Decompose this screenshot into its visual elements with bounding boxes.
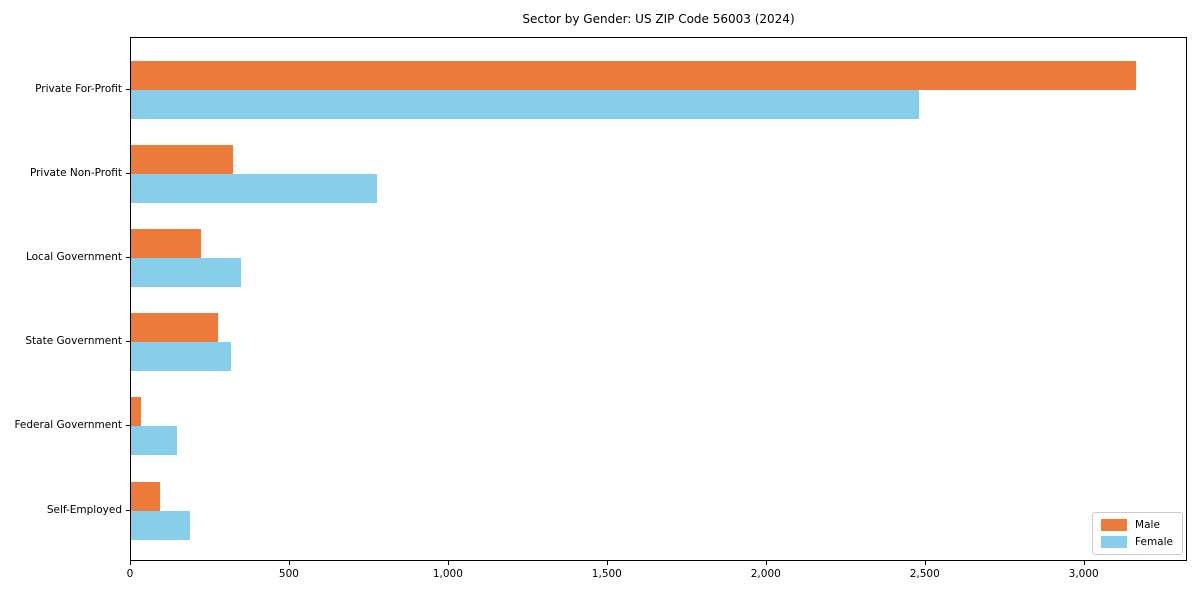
bar-female-self-employed [131, 510, 190, 540]
y-label-private-non-profit: Private Non-Profit [29, 166, 122, 179]
bar-male-federal-government [131, 397, 141, 427]
y-label-local-government: Local Government [25, 250, 122, 263]
bar-male-local-government [131, 228, 201, 258]
x-label-1000: 1,000 [432, 568, 463, 580]
bar-female-private-non-profit [131, 173, 378, 203]
bar-female-federal-government [131, 426, 178, 456]
bar-male-private-for-profit [131, 60, 1136, 90]
y-label-private-for-profit: Private For-Profit [35, 82, 122, 95]
x-tick-2000 [765, 561, 767, 565]
y-tick-state-government [126, 341, 130, 343]
plot-area: Male Female [130, 37, 1187, 561]
y-tick-local-government [126, 256, 130, 258]
x-label-500: 500 [278, 568, 299, 580]
y-label-state-government: State Government [25, 335, 122, 348]
y-label-federal-government: Federal Government [14, 419, 122, 432]
x-tick-2500 [924, 561, 926, 565]
x-label-3000: 3,000 [1068, 568, 1099, 580]
legend-label-female: Female [1135, 536, 1173, 548]
bar-male-state-government [131, 313, 219, 343]
x-label-0: 0 [126, 568, 134, 580]
x-label-2000: 2,000 [750, 568, 781, 580]
y-tick-federal-government [126, 425, 130, 427]
x-tick-3000 [1083, 561, 1085, 565]
x-tick-1000 [447, 561, 449, 565]
y-tick-private-for-profit [126, 88, 130, 90]
legend-row-male: Male [1101, 519, 1173, 531]
x-tick-0 [130, 561, 131, 565]
bar-female-state-government [131, 342, 232, 372]
chart-title: Sector by Gender: US ZIP Code 56003 (202… [522, 12, 795, 26]
legend-swatch-male [1101, 519, 1128, 531]
bar-male-private-non-profit [131, 144, 233, 174]
x-label-2500: 2,500 [909, 568, 940, 580]
y-label-self-employed: Self-Employed [46, 503, 122, 516]
x-label-1500: 1,500 [591, 568, 622, 580]
legend-label-male: Male [1135, 519, 1160, 531]
legend: Male Female [1092, 512, 1183, 555]
legend-swatch-female [1101, 536, 1128, 548]
y-tick-self-employed [126, 509, 130, 511]
bar-female-private-for-profit [131, 89, 920, 119]
x-tick-500 [288, 561, 290, 565]
y-tick-private-non-profit [126, 172, 130, 174]
bar-male-self-employed [131, 481, 160, 511]
bar-female-local-government [131, 257, 241, 287]
legend-row-female: Female [1101, 536, 1173, 548]
x-tick-1500 [606, 561, 608, 565]
